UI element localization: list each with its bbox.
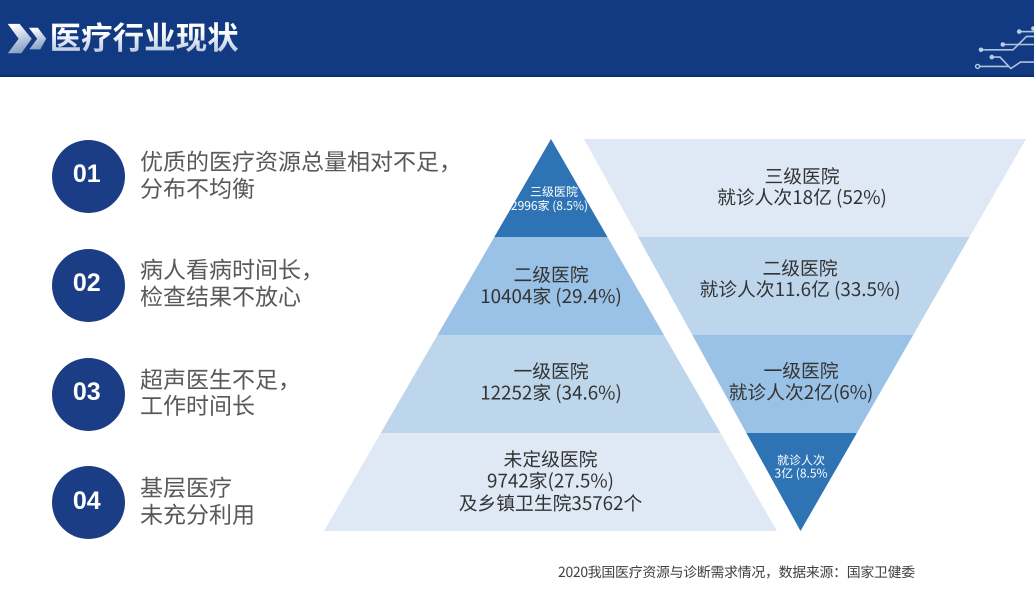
svg-text:未定级医院: 未定级医院 [504,445,598,472]
svg-text:10404家 (29.4%): 10404家 (29.4%) [480,282,622,309]
svg-text:12252家 (34.6%): 12252家 (34.6%) [480,379,622,406]
svg-text:就诊人次2亿(6%): 就诊人次2亿(6%) [729,378,874,405]
svg-text:二级医院: 二级医院 [762,254,837,281]
svg-text:3亿 (8.5%: 3亿 (8.5% [774,464,827,481]
svg-text:就诊人次: 就诊人次 [777,451,825,468]
svg-text:就诊人次18亿 (52%): 就诊人次18亿 (52%) [717,183,887,210]
svg-text:一级医院: 一级医院 [513,357,588,384]
svg-text:就诊人次11.6亿 (33.5%): 就诊人次11.6亿 (33.5%) [699,275,900,302]
svg-text:二级医院: 二级医院 [513,261,588,288]
svg-text:一级医院: 一级医院 [763,357,838,384]
svg-text:及乡镇卫生院35762个: 及乡镇卫生院35762个 [459,489,643,516]
svg-text:三级医院: 三级医院 [530,183,578,200]
svg-text:9742家(27.5%): 9742家(27.5%) [487,467,614,494]
svg-text:2996家 (8.5%): 2996家 (8.5%) [511,197,588,214]
svg-text:三级医院: 三级医院 [764,162,839,189]
